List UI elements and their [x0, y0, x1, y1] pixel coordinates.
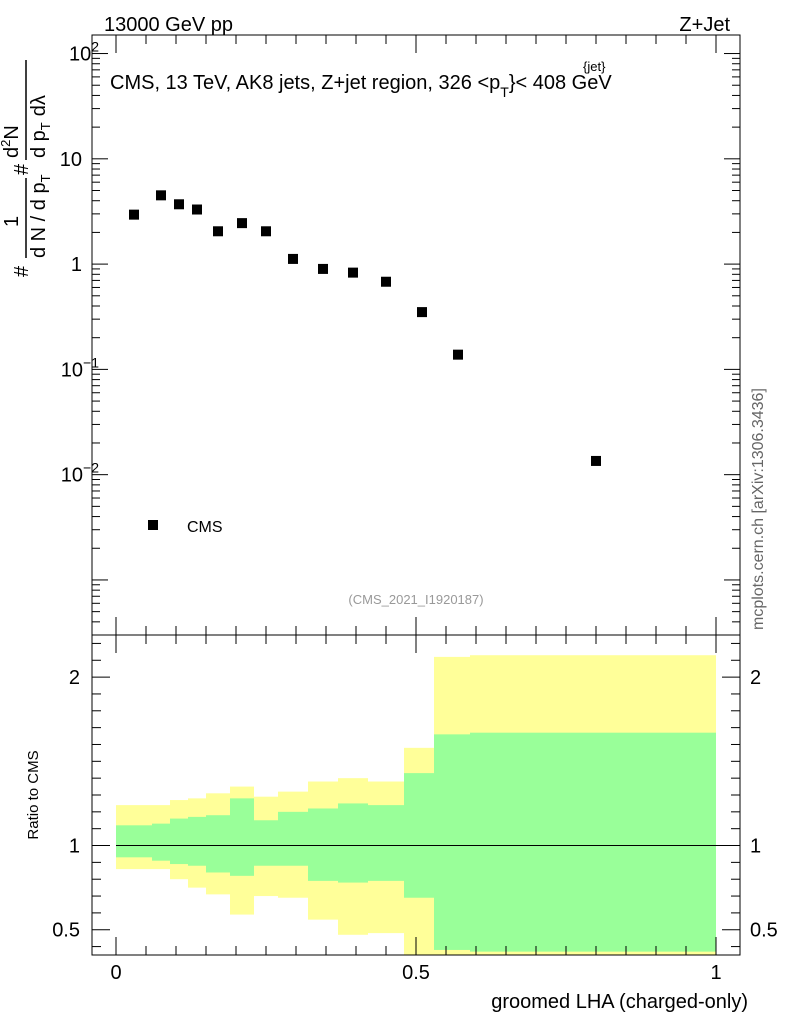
top-y-tick-label: 10−1 — [61, 354, 99, 381]
ratio-y-tick-label-left: 2 — [69, 667, 80, 689]
ratio-band-inner — [188, 816, 206, 866]
ratio-band-inner — [278, 811, 308, 866]
data-point — [288, 253, 298, 264]
data-point — [417, 307, 427, 318]
side-label: mcplots.cern.ch [arXiv:1306.3436] — [750, 388, 767, 630]
ratio-y-tick-label-left: 0.5 — [52, 920, 80, 942]
main-plot-frame — [91, 34, 741, 636]
y-label-frac1-den: d N / d pT — [28, 174, 53, 258]
top-y-tick-exp: −1 — [83, 354, 99, 370]
ratio-band-inner — [152, 823, 170, 861]
data-point — [213, 226, 223, 237]
data-point — [348, 267, 358, 278]
top-y-tick-base: 10 — [61, 465, 83, 487]
ratio-y-tick-label-right: 0.5 — [750, 920, 778, 942]
top-y-tick-label: 1 — [71, 254, 82, 276]
top-y-tick-label: 10−2 — [61, 460, 99, 487]
y-label-frac2-num-main: d — [1, 147, 23, 158]
data-point — [174, 199, 184, 210]
y-label-hash1: # — [11, 265, 33, 277]
plot-title-sup: {jet} — [583, 59, 606, 74]
ratio-band-inner — [368, 805, 404, 881]
plot-title-tail: }< 408 GeV — [509, 72, 613, 94]
ratio-plot: 0.5 0.5 1 1 2 2 0 0.5 1 Ratio to CMS groomed LHA… — [25, 634, 778, 1013]
top-y-tick-exp: 2 — [91, 39, 99, 55]
ratio-band-inner — [404, 773, 434, 898]
plot-title-sub: T — [500, 84, 509, 100]
y-label-frac2-num-tail: N — [1, 125, 23, 139]
ratio-bands — [116, 655, 716, 955]
y-label-frac2-num: d2N — [0, 125, 23, 158]
y-label-hash2: # — [11, 163, 33, 175]
top-x-ticks — [115, 35, 717, 635]
ratio-ticks: 0.5 0.5 1 1 2 2 0 0.5 1 — [52, 635, 778, 984]
ratio-y-tick-label-left: 1 — [69, 836, 80, 858]
ratio-plot-frame — [91, 634, 741, 956]
data-point — [237, 218, 247, 229]
data-point — [129, 209, 139, 220]
ratio-band-inner — [230, 798, 254, 876]
ratio-y-label: Ratio to CMS — [25, 750, 42, 839]
watermark: (CMS_2021_I1920187) — [348, 592, 483, 607]
y-label-frac2-den-main: d p — [28, 130, 50, 158]
top-y-tick-base: 10 — [60, 149, 82, 171]
plot-title: CMS, 13 TeV, AK8 jets, Z+jet region, 326… — [110, 72, 612, 100]
top-y-tick-base: 10 — [69, 44, 91, 66]
legend-label: CMS — [187, 519, 223, 536]
y-label-frac2-den: d pTdλ — [28, 95, 53, 158]
y-label-frac1-den-main: d N / d p — [28, 182, 50, 258]
ratio-band-inner — [434, 734, 470, 950]
x-tick-label: 0.5 — [402, 962, 430, 984]
data-point — [156, 190, 166, 201]
y-label-frac1-num: 1 — [1, 216, 23, 227]
ratio-band-inner — [470, 732, 716, 952]
data-point — [318, 263, 328, 274]
header-right-label: Z+Jet — [679, 14, 730, 36]
top-y-tick-base: 10 — [61, 359, 83, 381]
ratio-band-inner — [308, 808, 338, 881]
ratio-y-tick-label-right: 2 — [750, 667, 761, 689]
ratio-band-inner — [170, 818, 188, 865]
legend-marker — [148, 520, 158, 530]
y-label-frac2-den-sub: T — [38, 122, 53, 130]
plot-title-main: CMS, 13 TeV, AK8 jets, Z+jet region, 326… — [110, 72, 500, 94]
y-axis-label: # 1 d N / d pT # d2N d pTdλ — [0, 60, 53, 277]
header-left-label: 13000 GeV pp — [104, 14, 233, 36]
y-label-frac1-den-sub: T — [38, 174, 53, 182]
data-point — [453, 349, 463, 360]
ratio-band-inner — [206, 815, 230, 873]
data-point — [591, 455, 601, 466]
data-point — [261, 226, 271, 237]
data-point — [192, 204, 202, 215]
y-label-frac2-den-tail: dλ — [28, 95, 50, 116]
x-tick-label: 0 — [110, 962, 121, 984]
y-label-frac2-num-sup: 2 — [0, 140, 13, 147]
ratio-y-tick-label-right: 1 — [750, 836, 761, 858]
ratio-band-inner — [254, 820, 278, 866]
top-y-tick-label: 102 — [69, 39, 99, 66]
x-tick-label: 1 — [710, 962, 721, 984]
cms-data-points — [129, 190, 601, 466]
top-y-tick-label: 10 — [60, 149, 82, 171]
ratio-band-inner — [116, 825, 152, 858]
top-y-tick-exp: −2 — [83, 460, 99, 476]
data-point — [381, 276, 391, 287]
top-y-tick-base: 1 — [71, 254, 82, 276]
ratio-band-inner — [338, 803, 368, 883]
x-axis-label: groomed LHA (charged-only) — [491, 991, 748, 1013]
